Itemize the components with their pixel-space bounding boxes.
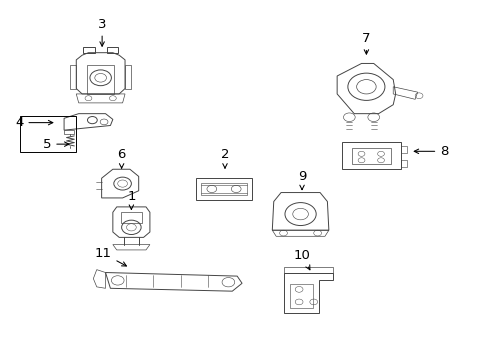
Text: 7: 7 [362,32,370,54]
Text: 1: 1 [127,190,135,209]
Text: 8: 8 [413,145,447,158]
Text: 10: 10 [293,249,310,270]
Text: 2: 2 [220,148,229,168]
Text: 3: 3 [98,18,106,46]
Text: 5: 5 [42,138,69,150]
Text: 4: 4 [15,116,53,129]
Text: 6: 6 [117,148,125,168]
Text: 9: 9 [297,170,305,190]
Text: 11: 11 [94,247,126,266]
